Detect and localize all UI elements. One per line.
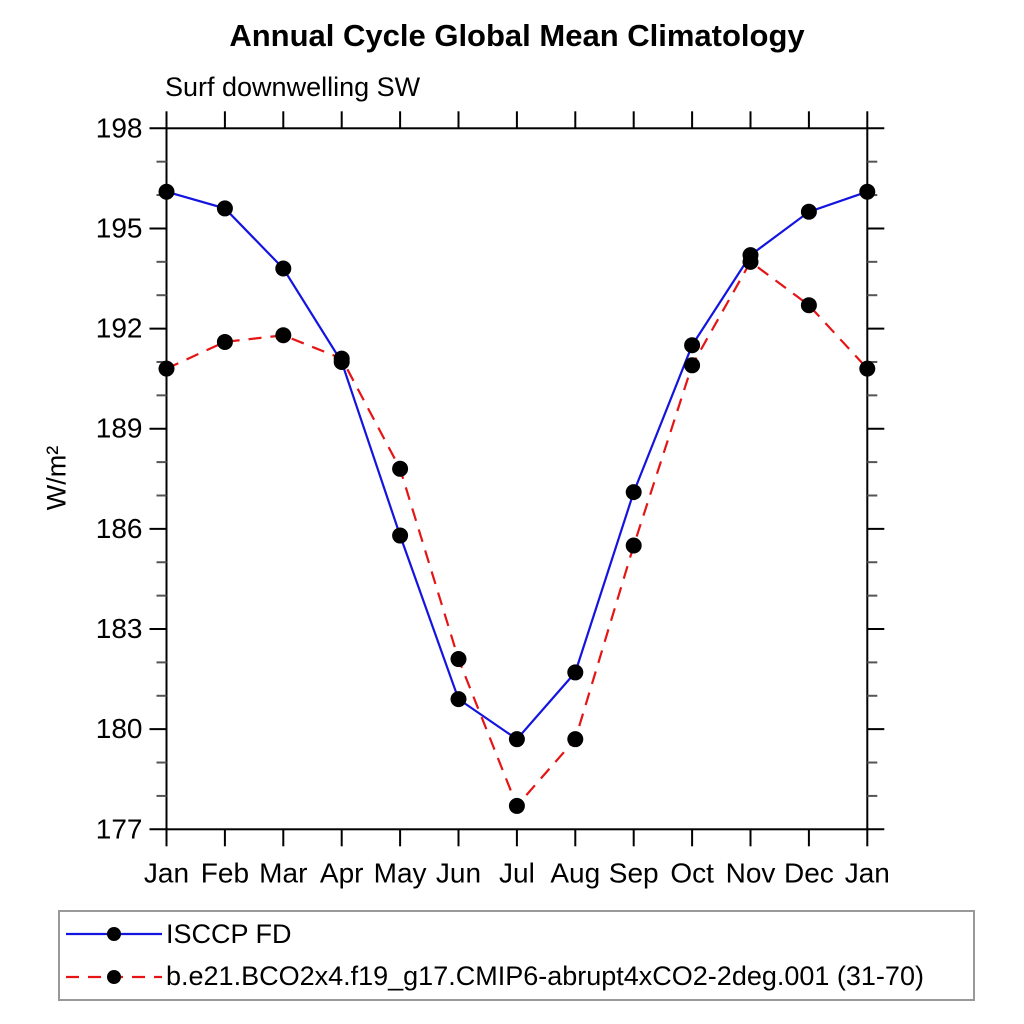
series-line-0	[166, 190, 868, 741]
data-point-0-Jun	[450, 691, 467, 708]
data-point-1-Jan	[158, 360, 175, 377]
data-point-1-Mar	[275, 327, 292, 344]
y-tick-label: 180	[96, 713, 143, 744]
data-point-1-Nov	[742, 253, 759, 270]
x-tick-label: Jul	[499, 857, 535, 888]
x-tick-label: May	[374, 857, 427, 888]
legend-row-model: b.e21.BCO2x4.f19_g17.CMIP6-abrupt4xCO2-2…	[60, 957, 973, 997]
data-point-1-Apr	[333, 350, 350, 367]
data-point-0-Jul	[508, 731, 525, 748]
y-tick-label: 195	[96, 212, 143, 243]
y-tick-label: 198	[96, 112, 143, 143]
data-point-0-Aug	[567, 664, 584, 681]
y-tick-label: 189	[96, 413, 143, 444]
x-tick-label: Nov	[726, 857, 776, 888]
x-tick-label: Jan	[144, 857, 189, 888]
legend-label-model: b.e21.BCO2x4.f19_g17.CMIP6-abrupt4xCO2-2…	[166, 961, 924, 992]
data-point-1-Jan	[859, 360, 876, 377]
data-point-1-Jun	[450, 651, 467, 668]
legend-box: ISCCP FD b.e21.BCO2x4.f19_g17.CMIP6-abru…	[58, 910, 975, 1001]
data-point-1-Sep	[625, 537, 642, 554]
legend-label-isccp: ISCCP FD	[166, 918, 292, 949]
plot-box	[165, 127, 869, 831]
x-tick-label: Sep	[609, 857, 659, 888]
data-point-1-Feb	[216, 333, 233, 350]
x-tick-label: Jan	[845, 857, 890, 888]
x-tick-label: Dec	[784, 857, 834, 888]
chart-subtitle: Surf downwelling SW	[165, 72, 421, 102]
y-tick-label: 192	[96, 313, 143, 344]
data-point-0-Jan	[859, 183, 876, 200]
x-tick-label: Aug	[550, 857, 600, 888]
data-point-0-Mar	[275, 260, 292, 277]
x-tick-label: Feb	[201, 857, 249, 888]
chart-title: Annual Cycle Global Mean Climatology	[229, 18, 805, 53]
data-point-0-May	[392, 527, 409, 544]
legend-row-isccp: ISCCP FD	[60, 914, 973, 954]
data-point-1-Jul	[508, 797, 525, 814]
y-axis-label: W/m²	[41, 445, 72, 511]
y-tick-label: 186	[96, 513, 143, 544]
y-tick-label: 177	[96, 813, 143, 844]
x-tick-label: Apr	[320, 857, 364, 888]
data-point-1-Oct	[684, 357, 701, 374]
series-line-1	[166, 260, 869, 808]
data-point-1-May	[392, 460, 409, 477]
data-point-0-Dec	[800, 203, 817, 220]
data-point-0-Feb	[216, 200, 233, 217]
data-point-0-Jan	[158, 183, 175, 200]
legend-sample-solid-line-icon	[66, 927, 162, 942]
x-tick-label: Mar	[259, 857, 307, 888]
legend-sample-dashed-line-icon	[66, 969, 162, 984]
data-point-0-Oct	[684, 337, 701, 354]
x-tick-label: Oct	[670, 857, 714, 888]
data-point-1-Aug	[567, 731, 584, 748]
x-tick-label: Jun	[436, 857, 481, 888]
data-point-0-Sep	[625, 484, 642, 501]
data-point-1-Dec	[800, 297, 817, 314]
y-tick-label: 183	[96, 613, 143, 644]
